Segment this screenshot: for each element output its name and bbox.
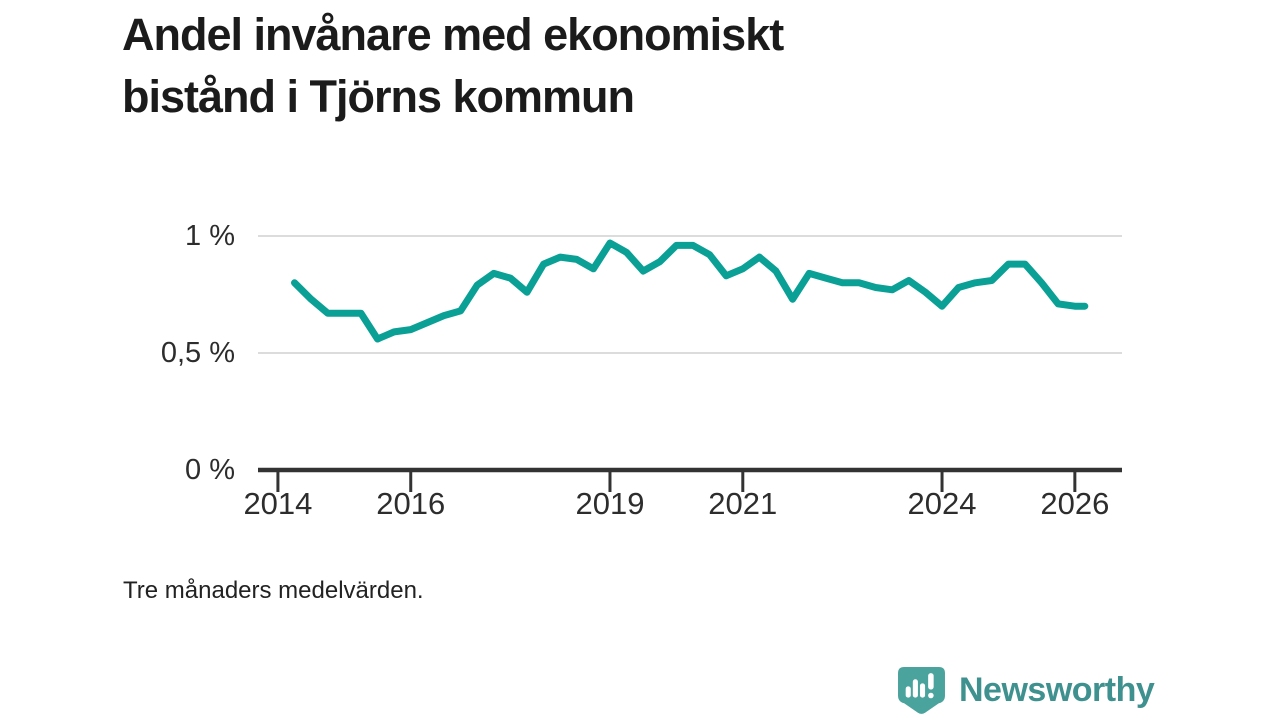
brand-badge-icon — [898, 666, 945, 714]
line-chart: 0 % 0,5 % 1 % 2014 2016 2019 2021 2024 2026 — [150, 200, 1150, 540]
chart-title-line-2: bistånd i Tjörns kommun — [122, 71, 635, 122]
x-axis-tick-label: 2026 — [1040, 486, 1110, 521]
bar-chart-icon — [905, 678, 926, 698]
chart-footnote: Tre månaders medelvärden. — [123, 577, 424, 604]
x-axis-tick-label: 2019 — [575, 486, 645, 521]
chart-title-line-1: Andel invånare med ekonomiskt — [122, 9, 784, 60]
plot-canvas — [258, 235, 1122, 492]
exclamation-icon — [928, 672, 934, 698]
x-axis-tick-label: 2014 — [243, 486, 313, 521]
y-axis-tick-label: 1 % — [185, 220, 235, 252]
x-axis-tick-label: 2016 — [376, 486, 446, 521]
x-axis-tick-label: 2021 — [708, 486, 778, 521]
newsworthy-logo: Newsworthy — [897, 665, 1155, 715]
data-line — [291, 239, 1089, 343]
brand-name: Newsworthy — [959, 670, 1155, 709]
y-axis-tick-label: 0 % — [185, 454, 235, 486]
chart-title: Andel invånare med ekonomiskt bistånd i … — [122, 4, 784, 128]
y-axis-tick-label: 0,5 % — [160, 337, 235, 369]
x-axis-tick-label: 2024 — [907, 486, 977, 521]
